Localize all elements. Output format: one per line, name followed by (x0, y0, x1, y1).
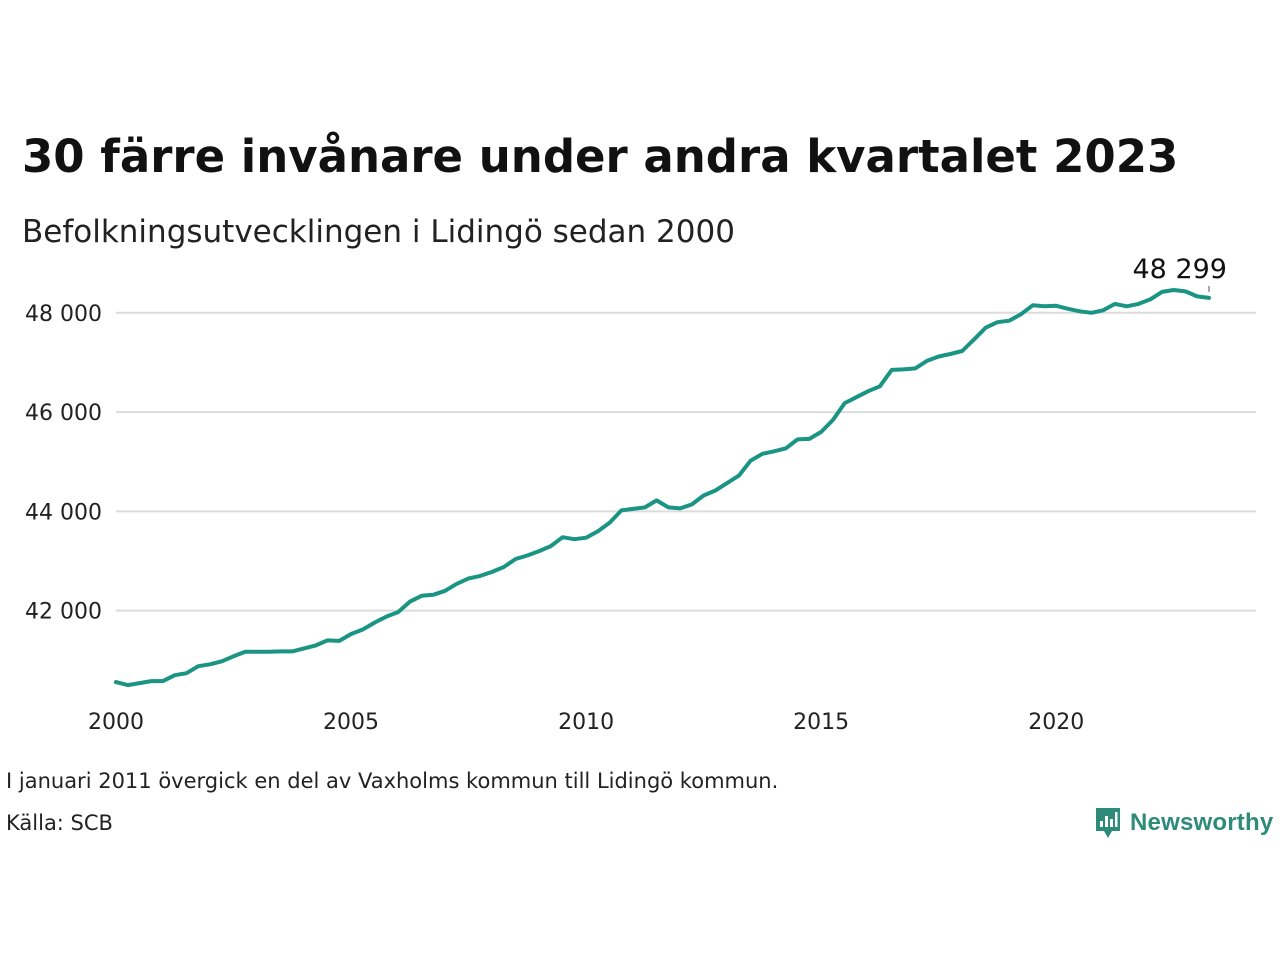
chart-title: 30 färre invånare under andra kvartalet … (22, 130, 1179, 183)
x-tick-label: 2015 (793, 710, 849, 735)
y-tick-label: 42 000 (25, 600, 102, 625)
y-tick-label: 46 000 (25, 401, 102, 426)
y-axis-tick-labels: 42 000 44 000 46 000 48 000 (25, 302, 102, 625)
x-tick-label: 2020 (1028, 710, 1084, 735)
newsworthy-logo-icon (1096, 808, 1120, 838)
series-line (114, 288, 1211, 688)
line-chart: 42 000 44 000 46 000 48 000 2000 2005 2010 201… (25, 254, 1256, 735)
y-tick-label: 48 000 (25, 302, 102, 327)
brand-name: Newsworthy (1130, 809, 1274, 836)
gridlines (116, 311, 1256, 612)
chart-subtitle: Befolkningsutvecklingen i Lidingö sedan … (22, 214, 735, 250)
footnote: I januari 2011 övergick en del av Vaxhol… (6, 769, 779, 793)
series-layer (114, 288, 1211, 688)
x-axis-tick-labels: 2000 2005 2010 2015 2020 (88, 710, 1084, 735)
source-credit: Källa: SCB (6, 811, 113, 835)
x-tick-label: 2010 (558, 710, 614, 735)
x-tick-label: 2000 (88, 710, 144, 735)
newsworthy-brand: Newsworthy (1094, 805, 1273, 841)
x-tick-label: 2005 (323, 710, 379, 735)
end-value-label: 48 299 (1133, 254, 1227, 285)
end-label-layer: 48 299 (1133, 254, 1227, 292)
y-tick-label: 44 000 (25, 500, 102, 525)
